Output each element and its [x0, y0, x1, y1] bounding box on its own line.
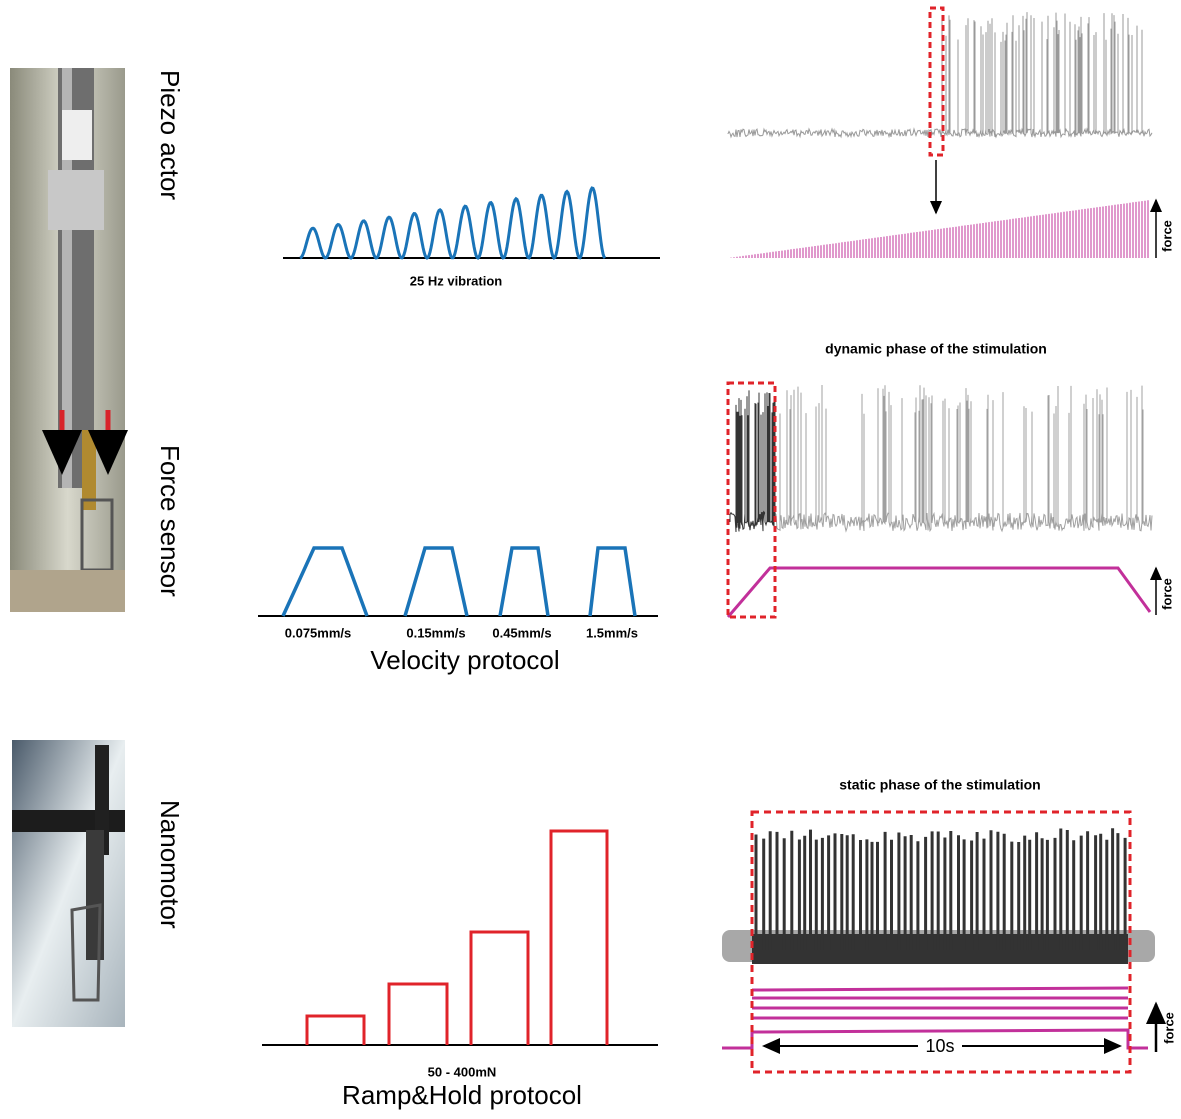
vibration-wave: [300, 188, 605, 258]
row-label: Nanomotor: [155, 800, 185, 929]
row-label: Force sensor: [155, 445, 185, 597]
ramp-hold-steps: [307, 831, 607, 1045]
noise-band-active: [752, 934, 1128, 964]
spike-trace: [775, 385, 1152, 531]
force-ramp: [728, 200, 1148, 258]
row-label: Piezo actor: [155, 70, 185, 200]
protocol-title: Ramp&Hold protocol: [342, 1080, 582, 1110]
velocity-label: 0.15mm/s: [406, 625, 465, 640]
force-label: force: [1161, 1012, 1176, 1044]
force-label: force: [1159, 220, 1174, 252]
phase-title: dynamic phase of the stimulation: [825, 341, 1047, 357]
phase-title: static phase of the stimulation: [839, 777, 1040, 793]
force-trace: [728, 568, 1150, 617]
photo-nanomotor: [12, 740, 125, 1027]
velocity-label: 1.5mm/s: [586, 625, 638, 640]
caption: 25 Hz vibration: [410, 273, 503, 288]
duration-label: 10s: [925, 1036, 954, 1056]
spike-trace: [728, 12, 1152, 137]
force-label: force: [1159, 578, 1174, 610]
velocity-label: 0.075mm/s: [285, 625, 352, 640]
photo-piezo: [10, 68, 125, 612]
figure: Piezo actor Force sensor Nanomotor 25 Hz…: [0, 0, 1181, 1119]
spike-trace-dynamic: [730, 390, 775, 532]
velocity-label: 0.45mm/s: [492, 625, 551, 640]
caption: 50 - 400mN: [428, 1064, 497, 1079]
velocity-trapezoids: [283, 548, 635, 616]
protocol-title: Velocity protocol: [370, 645, 559, 675]
